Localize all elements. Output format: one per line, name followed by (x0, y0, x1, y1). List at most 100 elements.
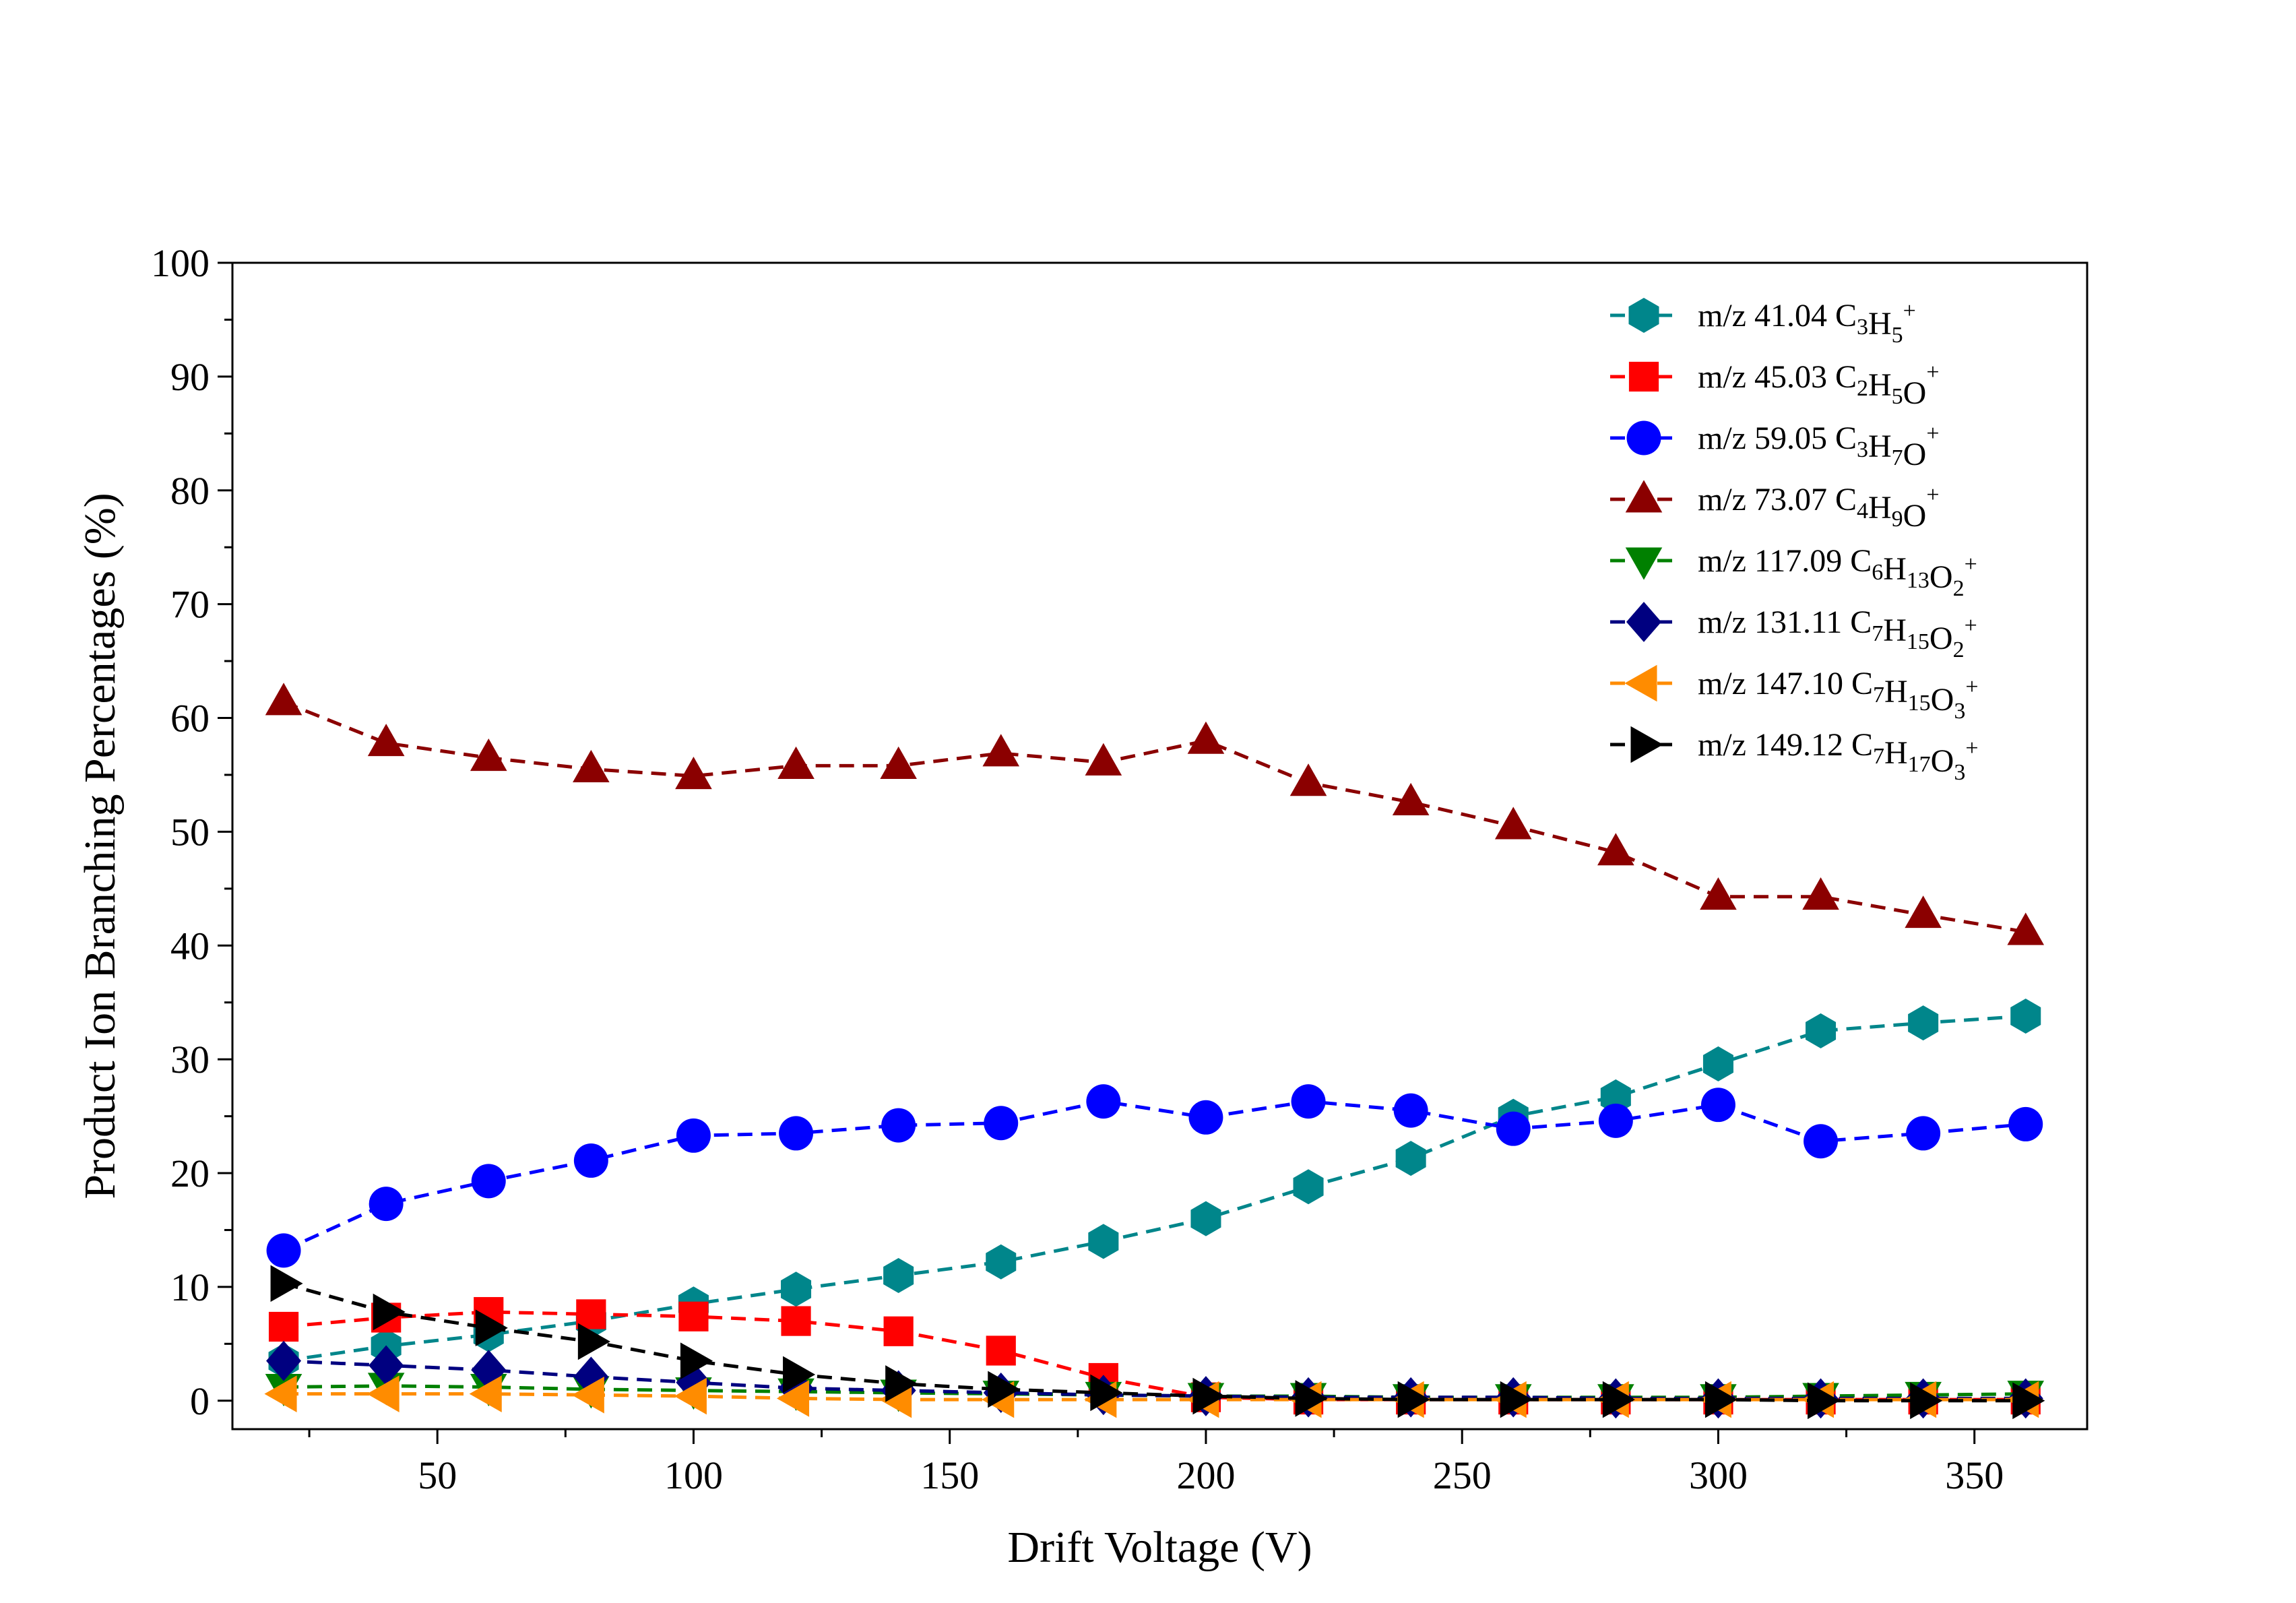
data-point-6-4 (674, 1377, 707, 1415)
data-point-7-9 (1192, 1377, 1225, 1415)
series-2 (266, 1084, 2043, 1268)
data-point-7-8 (1090, 1374, 1123, 1412)
legend-item-5: m/z 131.11 C7H15O2+ (1610, 602, 1977, 662)
legend-item-6: m/z 147.10 C7H15O3+ (1610, 664, 1979, 724)
data-point-0-16 (1908, 1005, 1939, 1041)
data-point-6-3 (571, 1377, 604, 1414)
data-point-7-14 (1704, 1381, 1738, 1418)
data-point-6-1 (366, 1375, 400, 1412)
data-point-0-6 (883, 1258, 914, 1294)
y-tick-label-20: 20 (170, 1152, 210, 1195)
data-point-2-3 (573, 1143, 608, 1178)
legend-label-3: m/z 73.07 C4H9O+ (1698, 482, 1940, 534)
data-point-3-10 (1289, 763, 1327, 796)
data-point-1-3 (576, 1299, 606, 1329)
series-7 (270, 1265, 2045, 1420)
series-line-1 (283, 1310, 2026, 1402)
data-point-3-17 (2007, 912, 2045, 945)
data-point-3-8 (1085, 743, 1122, 776)
data-point-2-15 (1804, 1124, 1839, 1159)
y-tick-label-50: 50 (170, 810, 210, 854)
y-tick-label-80: 80 (170, 469, 210, 513)
data-point-7-17 (2012, 1382, 2045, 1420)
legend-label-0: m/z 41.04 C3H5+ (1698, 298, 1916, 348)
data-point-7-3 (577, 1323, 610, 1360)
data-point-5-0 (266, 1340, 302, 1381)
data-point-2-4 (676, 1118, 711, 1153)
data-point-3-13 (1597, 833, 1634, 866)
legend-item-1: m/z 45.03 C2H5O+ (1610, 359, 1940, 411)
legend-marker-4 (1625, 547, 1663, 580)
legend-item-7: m/z 149.12 C7H17O3+ (1610, 726, 1979, 785)
data-point-7-6 (885, 1365, 918, 1402)
y-tick-label-100: 100 (151, 241, 210, 285)
legend-label-7: m/z 149.12 C7H17O3+ (1698, 727, 1979, 785)
data-point-1-5 (781, 1306, 811, 1336)
data-point-0-8 (1088, 1224, 1119, 1259)
series-line-0 (283, 1014, 2026, 1363)
series-layer (264, 683, 2045, 1420)
x-axis-title: Drift Voltage (V) (1007, 1523, 1312, 1572)
data-point-7-15 (1808, 1382, 1841, 1420)
x-tick-label-150: 150 (920, 1453, 979, 1497)
data-point-6-2 (469, 1375, 502, 1412)
data-point-5-2 (471, 1350, 507, 1391)
legend-marker-0 (1628, 298, 1659, 333)
legend-item-2: m/z 59.05 C3H7O+ (1610, 420, 1940, 472)
data-point-7-16 (1910, 1382, 1943, 1420)
data-point-2-12 (1496, 1111, 1531, 1146)
plot-frame (231, 261, 2088, 1431)
data-point-3-11 (1392, 782, 1430, 815)
data-point-2-14 (1700, 1088, 1735, 1123)
legend: m/z 41.04 C3H5+ m/z 45.03 C2H5O+ m/z 59.05… (1610, 298, 1979, 785)
data-point-2-11 (1393, 1093, 1428, 1128)
data-point-7-5 (783, 1356, 816, 1393)
data-point-2-5 (779, 1116, 814, 1151)
data-point-5-3 (573, 1356, 609, 1397)
data-point-2-6 (881, 1108, 916, 1143)
legend-marker-3 (1625, 480, 1663, 513)
data-point-7-12 (1500, 1381, 1533, 1418)
y-tick-label-0: 0 (190, 1379, 210, 1423)
data-point-7-10 (1295, 1380, 1328, 1417)
legend-marker-5 (1626, 602, 1661, 642)
axes-layer: 50 100 150 200 250 300 350 0 10 20 30 40 50 60 70 80 90 1… (151, 241, 2004, 1497)
y-tick-label-10: 10 (170, 1265, 210, 1309)
data-point-7-4 (680, 1342, 713, 1379)
x-tick-label-50: 50 (418, 1453, 457, 1497)
data-point-2-1 (369, 1187, 404, 1222)
legend-item-3: m/z 73.07 C4H9O+ (1610, 480, 1940, 534)
data-point-3-5 (777, 746, 815, 779)
legend-label-1: m/z 45.03 C2H5O+ (1698, 359, 1940, 411)
legend-marker-7 (1630, 726, 1663, 763)
data-point-2-13 (1598, 1103, 1633, 1138)
data-point-3-3 (573, 749, 610, 783)
series-3 (265, 683, 2045, 945)
data-point-3-2 (470, 738, 507, 772)
y-tick-label-60: 60 (170, 697, 210, 741)
x-tick-label-100: 100 (664, 1453, 723, 1497)
data-point-5-1 (369, 1345, 404, 1386)
legend-marker-1 (1628, 361, 1659, 392)
legend-label-4: m/z 117.09 C6H13O2+ (1698, 543, 1977, 601)
legend-label-6: m/z 147.10 C7H15O3+ (1698, 666, 1979, 724)
data-point-2-9 (1188, 1100, 1223, 1135)
data-point-1-6 (883, 1316, 914, 1346)
data-point-6-0 (264, 1375, 297, 1412)
data-point-7-1 (373, 1293, 406, 1331)
series-line-7 (283, 1282, 2026, 1403)
x-tick-label-250: 250 (1433, 1453, 1492, 1497)
y-tick-label-90: 90 (170, 355, 210, 399)
data-point-2-17 (2008, 1106, 2043, 1141)
data-point-2-10 (1291, 1084, 1326, 1119)
data-point-2-2 (471, 1164, 506, 1199)
data-point-2-16 (1906, 1116, 1941, 1151)
data-point-7-13 (1602, 1381, 1635, 1418)
y-axis-title: Product Ion Branching Percentages (%) (75, 493, 125, 1199)
legend-label-5: m/z 131.11 C7H15O2+ (1698, 604, 1977, 662)
data-point-1-0 (268, 1311, 299, 1342)
data-point-0-14 (1702, 1046, 1733, 1081)
legend-marker-6 (1624, 664, 1657, 702)
data-point-7-11 (1397, 1381, 1430, 1418)
